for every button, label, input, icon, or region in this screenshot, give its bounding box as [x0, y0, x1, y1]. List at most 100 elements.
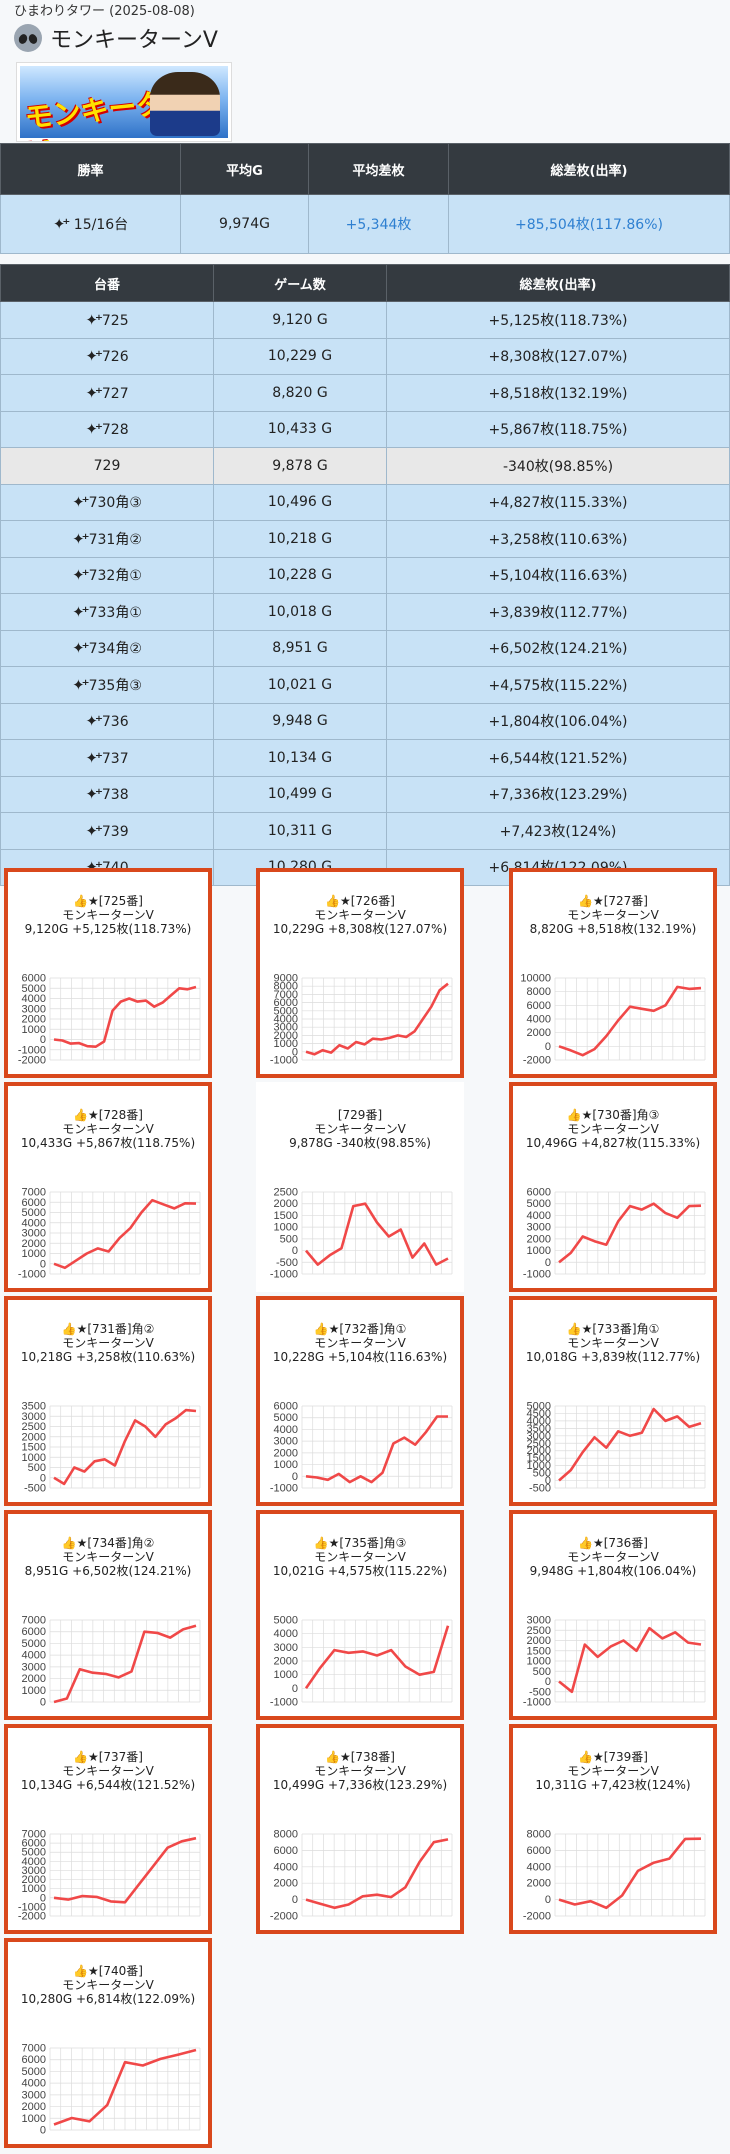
y-tick-label: 4000	[22, 993, 46, 1005]
y-tick-label: 4000	[22, 2078, 46, 2090]
y-tick-label: 1500	[527, 1453, 551, 1465]
chart-caption: 10,018G +3,839枚(112.77%)	[525, 1350, 701, 1364]
y-tick-label: 1000	[22, 2113, 46, 2125]
chart-caption: 10,433G +5,867枚(118.75%)	[20, 1136, 196, 1150]
y-tick-label: 500	[28, 1462, 46, 1474]
series-line	[305, 1202, 449, 1266]
chart-card: [729番] モンキーターンV 9,878G -340枚(98.85%) 2500 20…	[256, 1082, 464, 1292]
machine-no-cell: ✦⁺ 733角①	[0, 593, 214, 631]
title-row: モンキーターンV	[14, 20, 218, 56]
y-tick-label: 1000	[274, 1222, 298, 1234]
y-tick-label: 2000	[527, 1233, 551, 1245]
y-tick-label: 5000	[22, 1638, 46, 1650]
chart-title: 👍★[733番]角①	[566, 1322, 660, 1336]
y-tick-label: 3000	[527, 1615, 551, 1627]
chart-title: 👍★[728番]	[73, 1108, 143, 1122]
machine-no: 734角②	[88, 641, 142, 658]
y-tick-label: 2500	[274, 1187, 298, 1199]
y-tick-label: 4000	[274, 1628, 298, 1640]
chart-title: 👍★[732番]角①	[313, 1322, 407, 1336]
machine-no-cell: ✦⁺ 736	[0, 702, 214, 740]
y-tick-label: 5000	[274, 1412, 298, 1424]
y-tick-label: 2000	[22, 1874, 46, 1886]
machine-no: 729	[93, 457, 121, 474]
y-tick-label: 4000	[527, 1415, 551, 1427]
y-tick-label: 2000	[22, 2101, 46, 2113]
chart-caption: 10,021G +4,575枚(115.22%)	[272, 1564, 448, 1578]
y-tick-label: 1500	[527, 1645, 551, 1657]
series-line	[53, 1198, 197, 1270]
machine-no-cell: ✦⁺ 732角①	[0, 556, 214, 594]
games-cell: 10,229 G	[213, 337, 387, 375]
y-tick-label: 3500	[22, 1401, 46, 1413]
diff-cell: +1,804枚(106.04%)	[386, 702, 730, 740]
y-tick-label: 0	[40, 1034, 46, 1046]
chart-caption: 10,496G +4,827枚(115.33%)	[525, 1136, 701, 1150]
y-tick-label: 2000	[22, 1673, 46, 1685]
sparkle-icon: ✦⁺	[85, 785, 102, 804]
diff-cell: +6,544枚(121.52%)	[386, 739, 730, 777]
chart-card: 👍★[727番] モンキーターンV 8,820G +8,518枚(132.19%) 1…	[509, 868, 717, 1078]
y-tick-label: -500	[529, 1686, 551, 1698]
y-tick-label: 7000	[22, 2043, 46, 2055]
y-tick-label: -2000	[523, 1911, 551, 1923]
games-cell: 8,820 G	[213, 374, 387, 412]
y-tick-label: 6000	[22, 1197, 46, 1209]
machine-no-cell: ✦⁺ 725	[0, 301, 214, 339]
chart-card: 👍★[736番] モンキーターンV 9,948G +1,804枚(106.04%) 3…	[509, 1510, 717, 1720]
y-tick-label: 6000	[22, 2054, 46, 2066]
machine-no: 737	[101, 750, 129, 767]
y-tick-label: 5000	[527, 1198, 551, 1210]
win-rate-value: 15/16台	[73, 217, 129, 233]
y-tick-label: 1000	[274, 1038, 298, 1050]
sparkle-icon: ✦⁺	[52, 215, 70, 233]
diff-cell: +6,502枚(124.21%)	[386, 629, 730, 667]
y-tick-label: 6000	[22, 1838, 46, 1850]
y-tick-label: 1000	[22, 1452, 46, 1464]
profit-line-chart: 9000800070006000500040003000200010000-10…	[270, 973, 453, 1067]
chart-card: 👍★[735番]角③ モンキーターンV 10,021G +4,575枚(115.22…	[256, 1510, 464, 1720]
y-tick-label: 7000	[274, 989, 298, 1001]
y-tick-label: 4000	[274, 1861, 298, 1873]
y-tick-label: 7000	[22, 1615, 46, 1627]
table-row: 729 9,878 G -340枚(98.85%)	[0, 447, 730, 485]
chart-card: 👍★[732番]角① モンキーターンV 10,228G +5,104枚(116.63…	[256, 1296, 464, 1506]
machine-no-cell: ✦⁺ 737	[0, 739, 214, 777]
chart-title: 👍★[739番]	[578, 1750, 648, 1764]
summary-header-row: 勝率 平均G 平均差枚 総差枚(出率)	[0, 143, 730, 195]
y-tick-label: 5000	[22, 983, 46, 995]
chart-subtitle: モンキーターンV	[314, 1764, 406, 1778]
sparkle-icon: ✦⁺	[72, 675, 89, 694]
table-row: ✦⁺ 727 8,820 G +8,518枚(132.19%)	[0, 374, 730, 412]
chart-subtitle: モンキーターンV	[567, 908, 659, 922]
chart-title: [729番]	[337, 1108, 383, 1122]
series-line	[305, 982, 449, 1056]
chart-title: 👍★[735番]角③	[313, 1536, 407, 1550]
cell-total-diff: +85,504枚(117.86%)	[448, 194, 730, 254]
y-tick-label: 6000	[527, 1845, 551, 1857]
chart-card: 👍★[739番] モンキーターンV 10,311G +7,423枚(124%) 800…	[509, 1724, 717, 1934]
chart-card: 👍★[738番] モンキーターンV 10,499G +7,336枚(123.29%)…	[256, 1724, 464, 1934]
y-tick-label: 5000	[274, 1005, 298, 1017]
table-row: ✦⁺ 733角① 10,018 G +3,839枚(112.77%)	[0, 593, 730, 631]
chart-caption: 10,499G +7,336枚(123.29%)	[272, 1778, 448, 1792]
y-tick-label: 0	[545, 1475, 551, 1487]
chart-subtitle: モンキーターンV	[567, 1122, 659, 1136]
machine-no: 733角①	[88, 604, 142, 621]
chart-subtitle: モンキーターンV	[314, 1122, 406, 1136]
y-tick-label: 3500	[527, 1423, 551, 1435]
y-tick-label: 4000	[22, 1650, 46, 1662]
games-cell: 10,496 G	[213, 483, 387, 521]
chart-card: 👍★[733番]角① モンキーターンV 10,018G +3,839枚(112.77…	[509, 1296, 717, 1506]
y-tick-label: -1000	[270, 1483, 298, 1495]
machine-no: 739	[101, 823, 129, 840]
y-tick-label: 4000	[22, 1217, 46, 1229]
machine-no-cell: ✦⁺ 735角③	[0, 666, 214, 704]
y-tick-label: 8000	[527, 986, 551, 998]
games-cell: 10,311 G	[213, 812, 387, 850]
y-tick-label: -1000	[18, 1901, 46, 1913]
y-tick-label: 1000	[274, 1459, 298, 1471]
